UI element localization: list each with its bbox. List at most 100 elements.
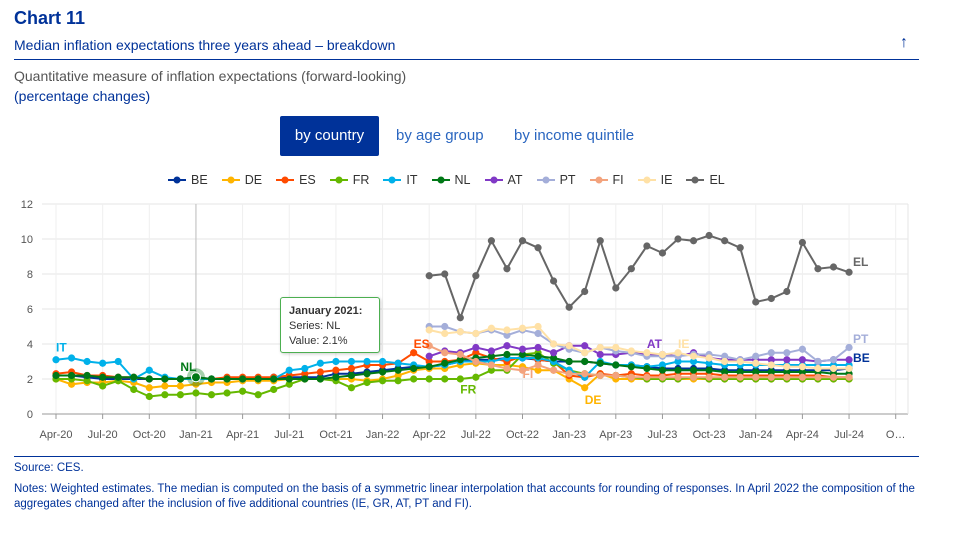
- series-label-el: EL: [853, 255, 868, 269]
- data-point: [550, 354, 558, 362]
- legend-item-el[interactable]: EL: [686, 171, 725, 189]
- data-point: [456, 356, 464, 364]
- y-tick-label: 2: [27, 374, 33, 386]
- data-point: [550, 340, 558, 348]
- legend-marker: [484, 176, 503, 184]
- data-point: [378, 377, 387, 385]
- data-point: [581, 370, 589, 378]
- x-tick-label: Jul-21: [274, 429, 304, 441]
- legend-item-fi[interactable]: FI: [589, 171, 624, 189]
- legend-item-fr[interactable]: FR: [329, 171, 370, 189]
- data-point: [425, 352, 433, 360]
- data-point: [378, 357, 387, 366]
- tab-by-country[interactable]: by country: [280, 116, 379, 156]
- data-point: [627, 265, 635, 273]
- legend-item-pt[interactable]: PT: [536, 171, 576, 189]
- series-line-ie: [428, 325, 850, 370]
- legend-marker: [221, 176, 240, 184]
- data-point: [612, 284, 620, 292]
- data-point: [783, 368, 791, 376]
- data-point: [643, 349, 651, 357]
- data-point: [503, 350, 511, 359]
- tab-by-age-group[interactable]: by age group: [396, 127, 484, 144]
- data-point: [487, 366, 495, 374]
- legend-item-be[interactable]: BE: [168, 171, 208, 189]
- data-point: [487, 347, 495, 355]
- data-point: [767, 349, 775, 357]
- data-point: [581, 342, 589, 350]
- highlighted-point: [190, 372, 201, 383]
- series-el: [425, 231, 853, 322]
- data-point: [767, 356, 775, 364]
- data-point: [581, 287, 589, 296]
- legend-label: NL: [454, 173, 471, 187]
- data-point: [596, 371, 604, 380]
- legend-item-de[interactable]: DE: [221, 171, 262, 189]
- grid: 0 2 4 6 8 10 12 Apr-20 Jul-20 Oct-20 Jan-21 Apr-21 J…: [21, 199, 909, 441]
- data-point: [394, 359, 402, 367]
- data-point: [798, 356, 807, 364]
- legend-marker: [276, 176, 295, 184]
- x-tick-label: Oct-22: [506, 429, 539, 441]
- data-point: [845, 364, 853, 373]
- legend-item-at[interactable]: AT: [484, 171, 523, 189]
- data-point: [99, 382, 107, 390]
- data-point: [534, 322, 542, 331]
- data-point: [223, 389, 231, 397]
- x-tick-label: Apr-21: [226, 429, 259, 441]
- data-point: [425, 326, 433, 334]
- data-point: [565, 357, 573, 366]
- legend-label: FR: [352, 173, 370, 187]
- series-label-be: BE: [853, 351, 870, 365]
- series-line-fr: [56, 351, 850, 398]
- data-point: [534, 366, 542, 374]
- data-point: [347, 357, 356, 366]
- data-point: [798, 368, 807, 376]
- data-point: [767, 373, 775, 381]
- data-point: [518, 237, 527, 245]
- tooltip-value: Value: 2.1%: [289, 335, 348, 347]
- data-point: [534, 343, 542, 352]
- legend-label: BE: [191, 173, 208, 187]
- tab-by-income-quintile[interactable]: by income quintile: [514, 127, 635, 144]
- data-point: [441, 322, 449, 331]
- y-tick-label: 12: [21, 199, 33, 211]
- data-point: [503, 331, 511, 339]
- data-point: [581, 384, 589, 392]
- data-point: [612, 361, 620, 369]
- data-point: [612, 343, 620, 352]
- data-point: [534, 244, 542, 252]
- data-point: [705, 359, 713, 367]
- data-point: [503, 342, 511, 350]
- data-point: [192, 380, 200, 388]
- y-tick-label: 6: [27, 304, 33, 316]
- data-point: [550, 349, 558, 357]
- data-point: [783, 363, 791, 371]
- legend-item-ie[interactable]: IE: [637, 171, 672, 189]
- legend-item-es[interactable]: ES: [276, 171, 316, 189]
- x-tick-label: Jul-24: [834, 429, 864, 441]
- data-point: [627, 373, 635, 381]
- data-point: [829, 364, 838, 373]
- legend-label: AT: [507, 173, 523, 187]
- data-point: [643, 242, 651, 250]
- data-point: [721, 237, 729, 245]
- legend-item-nl[interactable]: NL: [431, 171, 471, 189]
- data-point: [285, 380, 293, 388]
- data-point: [472, 349, 480, 357]
- data-point: [798, 238, 807, 247]
- data-point: [767, 361, 775, 369]
- data-point: [301, 370, 309, 378]
- data-point: [441, 329, 449, 338]
- arrow-up-icon[interactable]: ↑: [900, 34, 908, 51]
- data-point: [721, 373, 729, 381]
- data-point: [550, 277, 558, 285]
- y-tick-label: 10: [21, 234, 33, 246]
- data-point: [503, 326, 511, 334]
- data-point: [410, 349, 418, 357]
- data-point: [767, 294, 775, 303]
- data-point: [689, 352, 698, 360]
- legend-item-it[interactable]: IT: [383, 171, 418, 189]
- data-point: [410, 375, 418, 383]
- data-point: [689, 237, 698, 245]
